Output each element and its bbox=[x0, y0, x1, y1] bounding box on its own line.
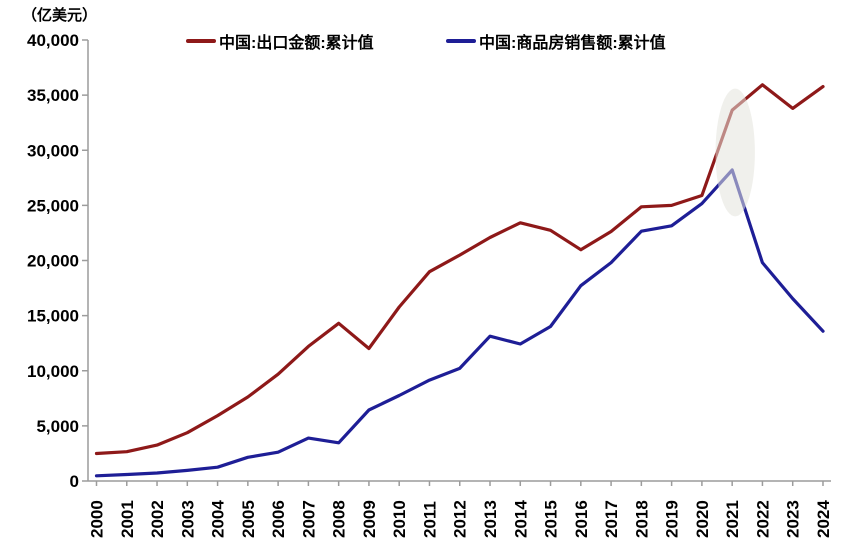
x-tick-label: 2016 bbox=[572, 500, 591, 538]
y-tick-label: 15,000 bbox=[27, 307, 79, 326]
highlight-ellipse bbox=[715, 88, 755, 217]
legend-label-export: 中国:出口金额:累计值 bbox=[219, 35, 374, 52]
y-tick-label: 30,000 bbox=[27, 141, 79, 160]
x-tick-label: 2001 bbox=[118, 500, 137, 538]
x-tick-label: 2010 bbox=[390, 500, 409, 538]
y-tick-label: 20,000 bbox=[27, 252, 79, 271]
x-tick-label: 2013 bbox=[481, 500, 500, 538]
x-tick-label: 2021 bbox=[723, 500, 742, 538]
x-tick-label: 2000 bbox=[88, 500, 107, 538]
y-tick-label: 35,000 bbox=[27, 86, 79, 105]
y-tick-label: 5,000 bbox=[36, 417, 79, 436]
legend-item-housing: 中国:商品房销售额:累计值 bbox=[446, 29, 666, 53]
y-tick-label: 40,000 bbox=[27, 31, 79, 50]
x-tick-label: 2002 bbox=[148, 500, 167, 538]
y-tick-label: 10,000 bbox=[27, 362, 79, 381]
x-tick-label: 2011 bbox=[421, 501, 440, 538]
x-tick-label: 2006 bbox=[269, 500, 288, 538]
x-tick-label: 2017 bbox=[602, 500, 621, 538]
x-tick-label: 2024 bbox=[814, 500, 833, 538]
housing-line bbox=[94, 168, 825, 478]
x-tick-label: 2018 bbox=[632, 500, 651, 538]
x-tick-label: 2014 bbox=[511, 500, 530, 538]
x-tick-label: 2003 bbox=[178, 500, 197, 538]
x-tick-label: 2008 bbox=[330, 500, 349, 538]
x-tick-label: 2004 bbox=[209, 500, 228, 538]
x-tick-label: 2009 bbox=[360, 500, 379, 538]
x-tick-label: 2023 bbox=[784, 500, 803, 538]
y-tick-label: 0 bbox=[70, 472, 79, 491]
housing-line-swatch bbox=[446, 39, 476, 43]
x-tick-label: 2022 bbox=[753, 500, 772, 538]
y-tick-label: 25,000 bbox=[27, 196, 79, 215]
x-tick-label: 2012 bbox=[451, 500, 470, 538]
legend-label-housing: 中国:商品房销售额:累计值 bbox=[479, 35, 666, 52]
x-tick-label: 2015 bbox=[542, 500, 561, 538]
x-tick-label: 2020 bbox=[693, 500, 712, 538]
export-line bbox=[94, 83, 825, 456]
x-tick-label: 2007 bbox=[299, 500, 318, 538]
export-line-swatch bbox=[186, 39, 216, 43]
legend-item-export: 中国:出口金额:累计值 bbox=[186, 29, 374, 53]
x-tick-label: 2019 bbox=[663, 500, 682, 538]
x-tick-label: 2005 bbox=[239, 500, 258, 538]
y-axis-unit-label: （亿美元） bbox=[22, 7, 98, 24]
